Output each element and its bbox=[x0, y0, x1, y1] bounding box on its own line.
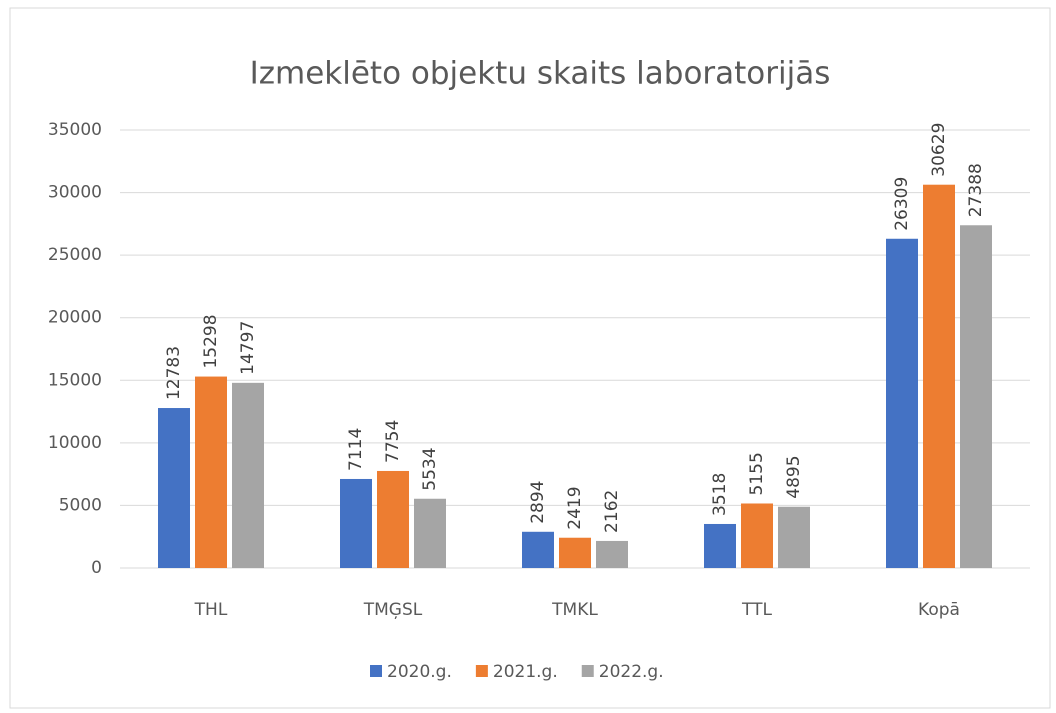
x-tick-label: TMKL bbox=[551, 600, 598, 620]
bar bbox=[559, 537, 591, 568]
chart-frame bbox=[9, 7, 1051, 709]
bar bbox=[741, 503, 773, 568]
chart-title: Izmeklēto objektu skaits laboratorijās bbox=[250, 56, 831, 92]
bar bbox=[522, 531, 554, 568]
data-label: 7754 bbox=[383, 420, 403, 463]
bar bbox=[960, 225, 992, 569]
bar bbox=[778, 506, 810, 568]
data-label: 7114 bbox=[346, 428, 366, 471]
data-label: 15298 bbox=[201, 314, 221, 368]
y-tick-label: 35000 bbox=[48, 120, 102, 140]
y-tick-label: 5000 bbox=[59, 495, 102, 515]
data-label: 2419 bbox=[565, 486, 585, 529]
bar bbox=[704, 523, 736, 568]
data-label: 3518 bbox=[710, 473, 730, 516]
y-tick-label: 0 bbox=[91, 558, 102, 578]
legend-label: 2021.g. bbox=[493, 662, 558, 682]
data-label: 2894 bbox=[528, 481, 548, 524]
data-label: 5155 bbox=[747, 452, 767, 495]
bar bbox=[377, 470, 409, 568]
bar bbox=[340, 478, 372, 568]
bar bbox=[158, 408, 190, 568]
y-tick-label: 15000 bbox=[48, 370, 102, 390]
bar bbox=[923, 184, 955, 568]
legend-swatch bbox=[475, 665, 488, 677]
y-tick-label: 20000 bbox=[48, 308, 102, 328]
y-tick-label: 25000 bbox=[48, 245, 102, 265]
legend-swatch bbox=[370, 665, 382, 677]
bar bbox=[195, 376, 227, 568]
legend-label: 2022.g. bbox=[599, 662, 664, 682]
bar bbox=[886, 238, 918, 568]
x-tick-label: Kopā bbox=[918, 600, 960, 620]
data-label: 12783 bbox=[164, 346, 184, 400]
bar bbox=[232, 382, 264, 568]
y-tick-label: 10000 bbox=[48, 433, 102, 453]
data-label: 26309 bbox=[892, 177, 912, 231]
legend-swatch bbox=[581, 665, 594, 677]
data-label: 27388 bbox=[966, 163, 986, 217]
y-tick-label: 30000 bbox=[48, 183, 102, 203]
data-label: 5534 bbox=[420, 447, 440, 490]
x-tick-label: THL bbox=[194, 600, 228, 620]
bar bbox=[414, 498, 446, 568]
data-label: 2162 bbox=[602, 490, 622, 533]
x-tick-label: TMĢSL bbox=[363, 600, 423, 620]
data-label: 30629 bbox=[929, 123, 949, 177]
x-tick-label: TTL bbox=[741, 600, 772, 620]
data-label: 4895 bbox=[784, 455, 804, 498]
data-label: 14797 bbox=[238, 321, 258, 375]
legend-label: 2020.g. bbox=[387, 662, 452, 682]
bar bbox=[596, 540, 628, 568]
